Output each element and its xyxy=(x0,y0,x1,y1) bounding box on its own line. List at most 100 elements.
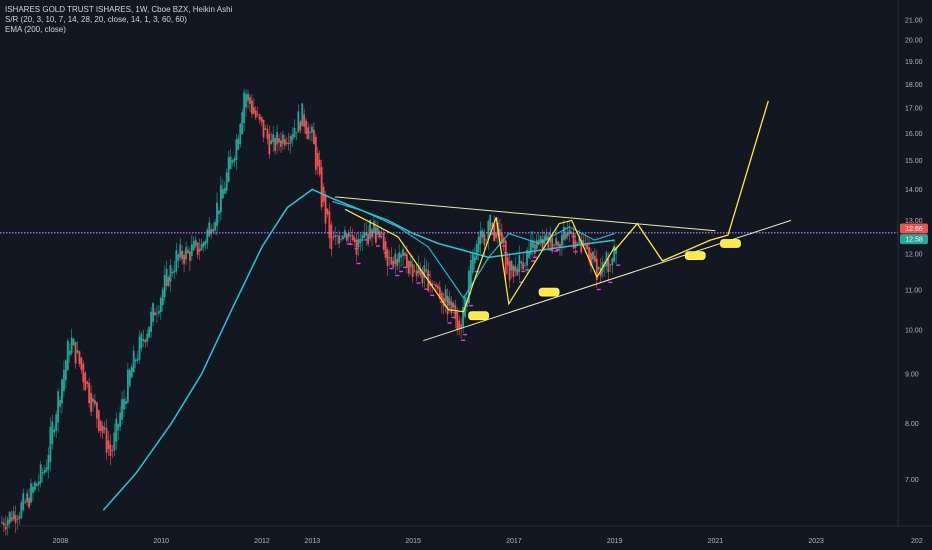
indicator-ema-label[interactable]: EMA (200, close) xyxy=(5,25,66,34)
candle-body xyxy=(39,464,42,484)
candle-body xyxy=(506,257,509,266)
candle-body xyxy=(615,247,618,254)
candle-body xyxy=(107,440,110,449)
candle-body xyxy=(592,251,594,260)
candle-body xyxy=(64,360,67,381)
candle-body xyxy=(22,493,25,511)
candle-body xyxy=(94,400,96,405)
sr-marker xyxy=(399,270,404,273)
candle-body xyxy=(16,518,19,520)
candle-body xyxy=(223,187,226,194)
candle-body xyxy=(117,423,120,430)
candle-body xyxy=(140,333,143,349)
time-tick-label: 202 xyxy=(911,538,923,545)
candle-body xyxy=(448,297,451,305)
candle-body xyxy=(303,114,306,127)
time-tick-label: 2008 xyxy=(53,538,69,545)
sr-marker xyxy=(490,233,495,235)
sr-marker xyxy=(451,316,456,319)
candle-body xyxy=(148,326,151,338)
candle-body xyxy=(301,103,304,127)
candle-body xyxy=(425,269,428,272)
candle-body xyxy=(241,112,244,134)
candle-body xyxy=(520,261,523,264)
candle-body xyxy=(202,242,205,248)
candle-body xyxy=(206,229,209,244)
candle-body xyxy=(190,244,193,257)
candle-body xyxy=(274,138,277,151)
candle-body xyxy=(233,158,236,162)
sr-marker xyxy=(532,256,537,259)
candle-body xyxy=(245,94,247,108)
candle-body xyxy=(281,134,284,144)
candle-body xyxy=(227,157,230,182)
candle-body xyxy=(92,398,94,403)
candle-body xyxy=(363,232,366,239)
candle-body xyxy=(312,129,315,145)
candle-body xyxy=(256,114,259,116)
candles-layer xyxy=(1,88,621,536)
candle-body xyxy=(314,136,317,170)
candle-body xyxy=(508,261,511,281)
candle-body xyxy=(235,139,238,160)
indicator-sr-label[interactable]: S/R (20, 3, 10, 7, 14, 28, 20, close, 14… xyxy=(5,15,187,24)
sr-marker xyxy=(463,333,468,336)
price-axis[interactable]: 7.00 8.00 9.00 10.00 11.00 12.00 13.00 14.00 15.… xyxy=(905,17,923,483)
ema-200-line xyxy=(102,188,615,511)
candle-body xyxy=(132,350,135,373)
candle-body xyxy=(500,232,503,244)
candle-body xyxy=(243,92,246,123)
candle-body xyxy=(345,233,348,241)
candle-body xyxy=(473,256,476,264)
candle-body xyxy=(123,398,125,410)
candle-body xyxy=(32,486,34,493)
candle-body xyxy=(562,227,565,241)
candle-body xyxy=(396,258,399,267)
candle-body xyxy=(169,265,172,282)
candle-body xyxy=(144,339,147,343)
candle-body xyxy=(564,233,567,239)
candle-body xyxy=(63,369,65,392)
candle-body xyxy=(576,243,579,245)
price-tick-label: 15.00 xyxy=(905,158,923,165)
candle-body xyxy=(258,114,261,120)
candle-body xyxy=(239,124,242,144)
candle-body xyxy=(572,232,575,249)
candle-body xyxy=(541,239,544,249)
candle-body xyxy=(533,244,536,254)
candle-body xyxy=(485,239,488,241)
price-tick-label: 12.00 xyxy=(905,251,923,258)
candle-body xyxy=(392,260,395,268)
candle-body xyxy=(555,238,557,246)
candle-body xyxy=(493,224,495,242)
candle-body xyxy=(130,366,133,378)
candle-body xyxy=(266,129,269,139)
candle-body xyxy=(524,265,526,266)
candle-body xyxy=(320,166,323,208)
candle-body xyxy=(111,450,114,452)
candle-body xyxy=(421,272,424,284)
symbol-title[interactable]: ISHARES GOLD TRUST ISHARES, 1W, Cboe BZX… xyxy=(5,5,233,14)
candle-body xyxy=(66,340,69,371)
candle-body xyxy=(469,259,472,287)
candle-body xyxy=(68,350,71,356)
candle-body xyxy=(305,120,308,135)
candle-body xyxy=(355,239,358,255)
candle-body xyxy=(568,229,571,235)
price-tick-label: 19.00 xyxy=(905,59,923,66)
candle-body xyxy=(61,379,63,404)
candle-body xyxy=(43,470,46,473)
candle-body xyxy=(386,249,389,266)
price-tick-label: 13.00 xyxy=(905,218,923,225)
candle-body xyxy=(51,421,54,445)
candle-body xyxy=(369,220,371,239)
candle-body xyxy=(183,254,185,264)
time-axis[interactable]: 2008 2010 2012 2013 2015 2017 2019 2021 2023 202 xyxy=(53,538,923,545)
candle-body xyxy=(276,132,278,145)
candle-body xyxy=(8,511,11,524)
candle-body xyxy=(41,472,44,474)
candle-body xyxy=(128,369,131,386)
sr-marker xyxy=(474,270,479,273)
time-tick-label: 2010 xyxy=(153,538,169,545)
